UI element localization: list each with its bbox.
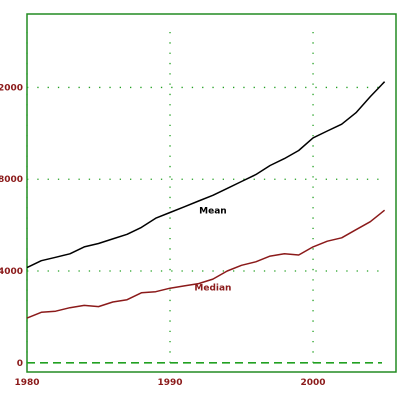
y-tick-label-4000: 4000 [0,267,23,277]
series-line-median [26,209,386,319]
grid-lines [26,32,382,364]
x-tick-label-2000: 2000 [301,378,326,388]
x-tick-label-1990: 1990 [157,378,182,388]
y-tick-label-8000: 8000 [0,175,23,185]
tick-labels: 0 4000 8000 12000 1980 1990 2000 [0,83,326,388]
data-series [26,81,386,319]
y-tick-label-12000: 12000 [0,83,23,93]
y-tick-label-0: 0 [17,359,23,369]
series-line-mean [26,81,386,269]
series-labels: Mean Median [194,207,231,294]
series-label-mean: Mean [199,207,227,217]
plot-frame [26,13,397,373]
series-label-median: Median [194,284,231,294]
x-tick-label-1980: 1980 [14,378,39,388]
